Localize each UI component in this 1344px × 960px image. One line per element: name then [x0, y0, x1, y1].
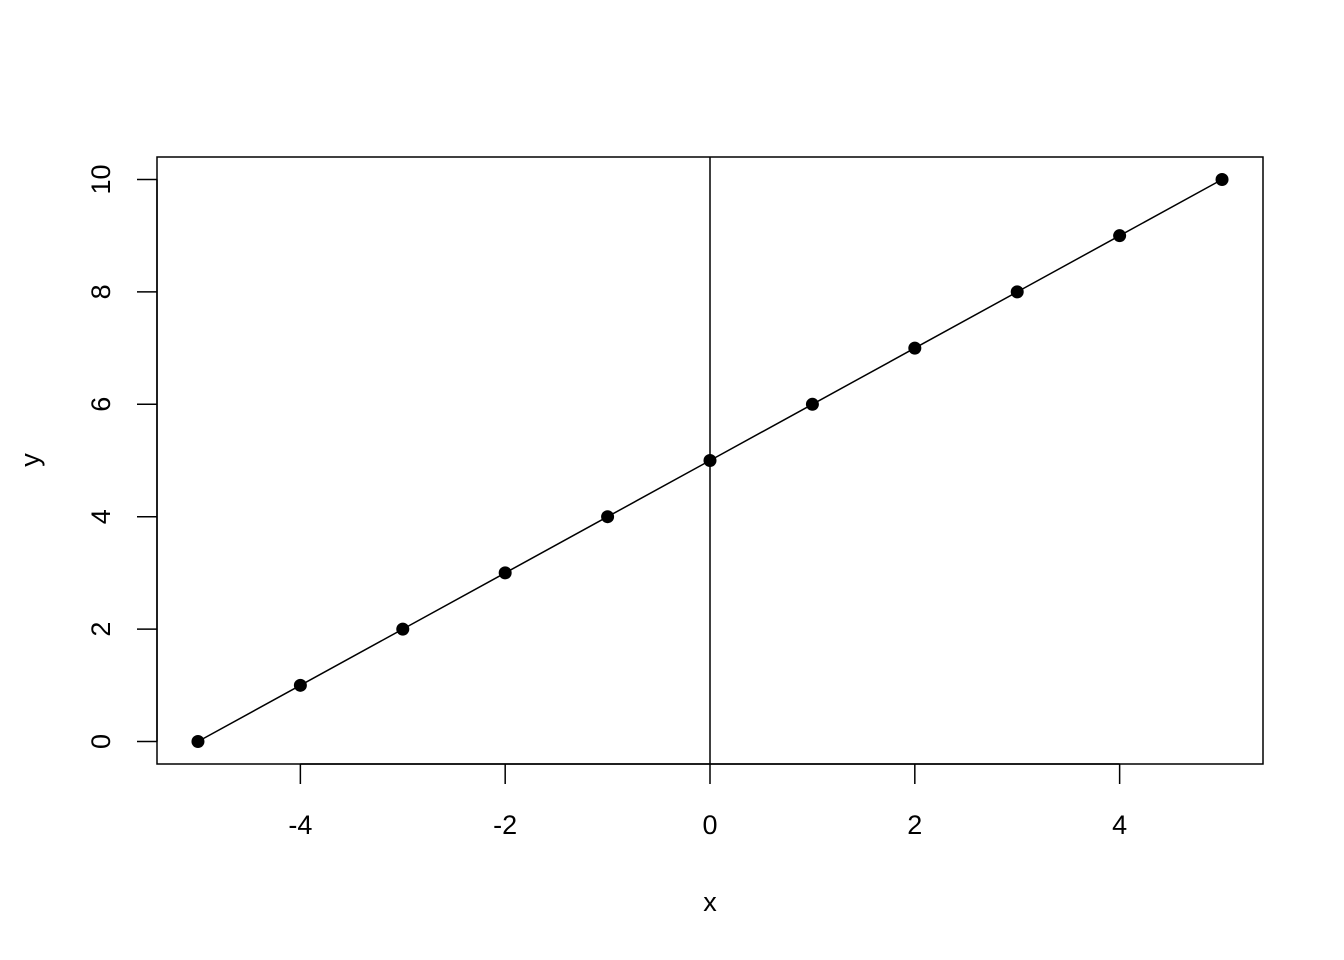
- y-tick-label: 6: [86, 397, 116, 412]
- data-point: [1215, 172, 1229, 186]
- x-axis-label: x: [703, 887, 717, 917]
- y-tick-label: 2: [86, 622, 116, 637]
- data-point: [703, 454, 717, 467]
- data-point: [805, 397, 819, 411]
- data-point: [293, 678, 307, 692]
- y-tick-label: 4: [86, 509, 116, 524]
- series: [191, 172, 1229, 749]
- x-tick-label: 2: [907, 810, 922, 840]
- data-point: [601, 510, 615, 524]
- y-tick-label: 8: [86, 284, 116, 299]
- data-point: [1010, 285, 1024, 299]
- x-tick-label: -2: [493, 810, 517, 840]
- y-axis-label: y: [15, 453, 45, 467]
- data-point: [908, 341, 922, 355]
- y-tick-label: 0: [86, 734, 116, 749]
- x-tick-label: 4: [1112, 810, 1127, 840]
- x-tick-label: 0: [702, 810, 717, 840]
- y-axis: 0 2 4 6 8 10: [86, 164, 158, 749]
- data-point: [1113, 229, 1127, 243]
- x-tick-label: -4: [288, 810, 312, 840]
- data-point: [396, 622, 410, 636]
- y-tick-label: 10: [86, 164, 116, 194]
- x-axis: -4 -2 0 2 4: [288, 763, 1127, 840]
- data-point: [191, 735, 205, 749]
- data-point: [498, 566, 512, 580]
